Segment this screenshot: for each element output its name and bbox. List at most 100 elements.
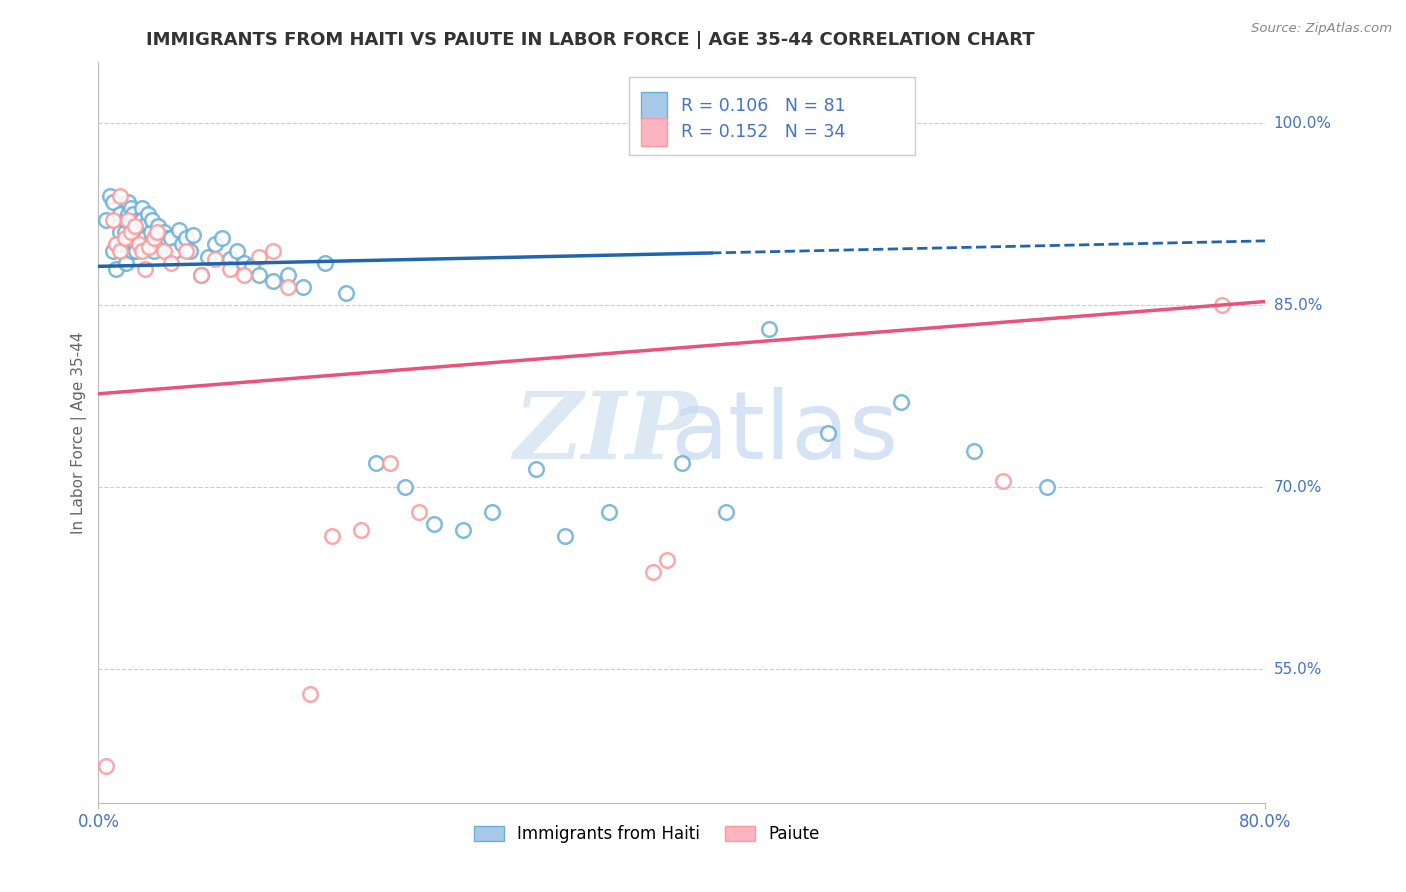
Point (657, 553, 679, 567)
Point (112, 237, 135, 252)
Point (114, 213, 136, 227)
Point (170, 237, 193, 252)
Point (124, 219, 146, 234)
Point (118, 231, 141, 245)
Point (101, 194, 124, 209)
Point (226, 244, 249, 258)
Text: 85.0%: 85.0% (1274, 298, 1322, 313)
Point (394, 480, 416, 494)
Point (131, 213, 153, 227)
Point (135, 216, 157, 230)
Point (146, 231, 169, 245)
Point (262, 274, 284, 288)
Point (104, 237, 127, 252)
Point (94, 759, 117, 773)
Text: 100.0%: 100.0% (1274, 116, 1331, 130)
Point (110, 244, 132, 258)
Point (335, 286, 357, 301)
Point (127, 227, 149, 242)
Point (149, 237, 172, 252)
Point (121, 219, 143, 234)
Point (364, 456, 387, 470)
Point (247, 268, 270, 282)
Point (291, 280, 314, 294)
Point (111, 244, 134, 258)
Point (190, 268, 212, 282)
Point (138, 237, 160, 252)
Point (277, 268, 299, 282)
Point (962, 443, 984, 458)
Point (190, 268, 212, 282)
Point (277, 280, 299, 294)
Point (128, 237, 150, 252)
Point (141, 213, 163, 227)
Point (423, 516, 446, 531)
Point (114, 231, 136, 245)
Point (117, 194, 139, 209)
Point (167, 223, 190, 237)
Point (1211, 298, 1233, 312)
Point (314, 256, 336, 270)
Text: 55.0%: 55.0% (1274, 662, 1322, 677)
Text: R = 0.152   N = 34: R = 0.152 N = 34 (681, 123, 845, 141)
Point (98, 189, 121, 203)
Point (174, 231, 197, 245)
Point (148, 219, 170, 234)
Point (247, 250, 270, 264)
Point (142, 244, 165, 258)
Point (321, 529, 343, 543)
Point (134, 231, 156, 245)
Point (160, 256, 183, 270)
Point (138, 240, 160, 254)
Point (262, 244, 284, 258)
Point (197, 250, 219, 264)
Text: atlas: atlas (671, 386, 898, 479)
Point (758, 322, 780, 336)
Point (714, 504, 737, 518)
Point (408, 504, 430, 518)
Point (110, 225, 132, 239)
Point (524, 462, 547, 476)
Point (179, 244, 201, 258)
Point (120, 225, 142, 239)
Text: Source: ZipAtlas.com: Source: ZipAtlas.com (1251, 22, 1392, 36)
Point (240, 260, 263, 274)
Text: ZIP: ZIP (513, 388, 697, 477)
Point (117, 207, 139, 221)
FancyBboxPatch shape (630, 78, 915, 155)
Point (139, 225, 162, 239)
Y-axis label: In Labor Force | Age 35-44: In Labor Force | Age 35-44 (72, 332, 87, 533)
Point (817, 425, 839, 440)
Point (134, 261, 156, 276)
Point (554, 529, 576, 543)
Point (150, 227, 173, 242)
Point (153, 244, 176, 258)
FancyBboxPatch shape (641, 118, 666, 146)
Point (115, 256, 138, 270)
Point (110, 189, 132, 203)
Point (132, 225, 155, 239)
Text: R = 0.106   N = 81: R = 0.106 N = 81 (681, 97, 845, 115)
Point (233, 268, 256, 282)
Point (298, 687, 321, 701)
Point (218, 261, 240, 276)
Point (110, 207, 132, 221)
Point (127, 213, 149, 227)
Point (131, 201, 153, 215)
Point (105, 237, 128, 252)
Point (117, 213, 139, 227)
Point (204, 237, 226, 252)
Text: IMMIGRANTS FROM HAITI VS PAIUTE IN LABOR FORCE | AGE 35-44 CORRELATION CHART: IMMIGRANTS FROM HAITI VS PAIUTE IN LABOR… (146, 31, 1035, 49)
Point (120, 201, 142, 215)
Point (481, 504, 503, 518)
Point (131, 244, 153, 258)
Point (174, 244, 197, 258)
Point (204, 252, 226, 266)
Point (160, 231, 183, 245)
Legend: Immigrants from Haiti, Paiute: Immigrants from Haiti, Paiute (467, 819, 827, 850)
Point (146, 225, 169, 239)
Point (128, 223, 150, 237)
FancyBboxPatch shape (641, 92, 666, 120)
Point (125, 216, 148, 230)
Point (233, 256, 256, 270)
